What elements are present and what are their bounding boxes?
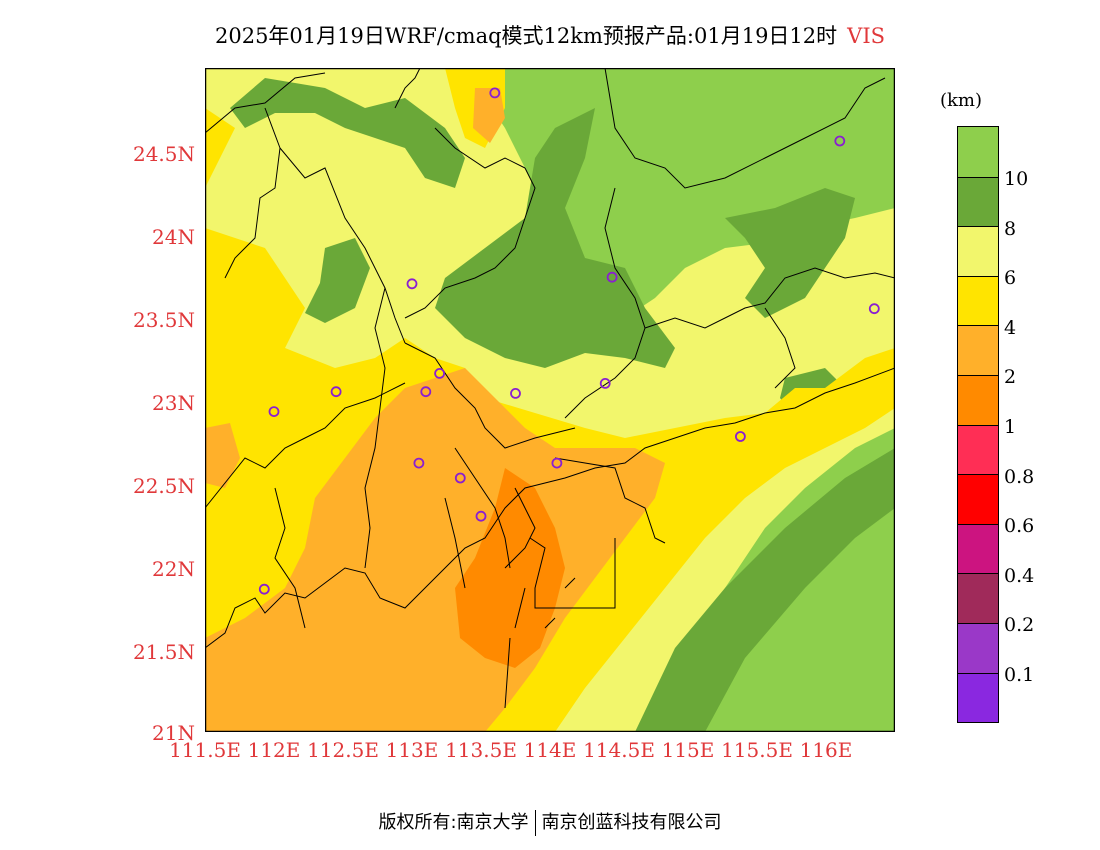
lon-tick-label: 115E xyxy=(661,738,715,762)
colorbar-label: 4 xyxy=(1004,317,1017,339)
station-marker xyxy=(551,457,563,469)
lon-tick-label: 115.5E xyxy=(721,738,793,762)
variable-label: VIS xyxy=(847,24,886,48)
colorbar-swatch xyxy=(958,176,998,227)
lat-tick-label: 23N xyxy=(152,391,195,415)
colorbar-swatch xyxy=(958,474,998,524)
admin-boundaries xyxy=(205,68,895,629)
colorbar-label: 0.6 xyxy=(1004,515,1035,537)
copyright-footer: 版权所有:南京大学 南京创蓝科技有限公司 xyxy=(0,808,1100,836)
station-marker xyxy=(454,472,466,484)
lon-tick-label: 113.5E xyxy=(445,738,517,762)
field-2km-north xyxy=(473,88,505,143)
colorbar-label: 6 xyxy=(1004,267,1017,289)
station-marker xyxy=(330,386,342,398)
colorbar-label: 0.8 xyxy=(1004,466,1035,488)
colorbar-swatch xyxy=(958,275,998,326)
station-marker xyxy=(475,510,487,522)
colorbar-swatch xyxy=(958,424,998,475)
colorbar-label: 10 xyxy=(1004,168,1029,190)
station-marker xyxy=(434,367,446,379)
field-8km-east xyxy=(725,188,855,318)
colorbar xyxy=(957,126,999,724)
lon-tick-label: 111.5E xyxy=(169,738,241,762)
lon-tick-label: 114E xyxy=(523,738,577,762)
field-10km-southeast xyxy=(705,508,895,732)
field-8km-west xyxy=(305,238,370,323)
field-8km-center xyxy=(435,108,675,368)
visibility-map xyxy=(205,68,895,732)
colorbar-swatch xyxy=(958,226,998,276)
lat-tick-label: 24N xyxy=(152,225,195,249)
lat-tick-label: 21N xyxy=(152,721,195,745)
colorbar-label: 0.2 xyxy=(1004,614,1035,636)
colorbar-label: 8 xyxy=(1004,218,1017,240)
colorbar-swatch xyxy=(958,374,998,425)
colorbar-swatch xyxy=(958,523,998,574)
lat-tick-label: 24.5N xyxy=(132,142,195,166)
copyright-company: 南京创蓝科技有限公司 xyxy=(541,812,722,833)
footer-divider xyxy=(534,810,536,836)
colorbar-label: 0.1 xyxy=(1004,664,1035,686)
colorbar-swatch xyxy=(958,325,998,375)
colorbar-label: 0.4 xyxy=(1004,565,1035,587)
station-marker xyxy=(606,271,618,283)
lat-tick-label: 23.5N xyxy=(132,308,195,332)
station-marker xyxy=(868,303,880,315)
lon-tick-label: 112E xyxy=(247,738,301,762)
field-2km xyxy=(205,368,665,732)
field-8km-north xyxy=(230,78,465,188)
lat-tick-label: 22.5N xyxy=(132,474,195,498)
station-marker xyxy=(268,406,280,418)
station-marker xyxy=(735,431,746,442)
station-marker xyxy=(258,583,270,595)
map-frame xyxy=(205,68,895,732)
colorbar-swatch xyxy=(958,672,998,723)
colorbar-swatch xyxy=(958,573,998,623)
copyright-owner: 版权所有:南京大学 xyxy=(378,812,529,833)
colorbar-unit: (km) xyxy=(940,90,983,111)
station-marker xyxy=(834,135,846,147)
station-marker xyxy=(510,387,521,399)
station-marker xyxy=(489,87,501,99)
lon-tick-label: 113E xyxy=(385,738,439,762)
station-marker xyxy=(406,278,418,290)
lon-tick-label: 116E xyxy=(799,738,853,762)
colorbar-swatch xyxy=(958,622,998,673)
colorbar-swatch xyxy=(958,127,998,177)
station-marker xyxy=(599,377,611,389)
colorbar-label: 2 xyxy=(1004,366,1017,388)
lon-tick-label: 112.5E xyxy=(307,738,379,762)
coastline xyxy=(205,367,895,709)
station-marker xyxy=(420,386,432,398)
title-text: 2025年01月19日WRF/cmaq模式12km预报产品:01月19日12时 xyxy=(214,24,838,48)
lon-tick-label: 114.5E xyxy=(583,738,655,762)
station-marker xyxy=(413,457,425,469)
lat-tick-label: 21.5N xyxy=(132,640,195,664)
station-markers xyxy=(258,87,880,595)
field-2km-west xyxy=(205,423,240,488)
colorbar-label: 1 xyxy=(1004,416,1017,438)
lat-tick-label: 22N xyxy=(152,557,195,581)
map-title: 2025年01月19日WRF/cmaq模式12km预报产品:01月19日12时 V… xyxy=(0,20,1100,50)
